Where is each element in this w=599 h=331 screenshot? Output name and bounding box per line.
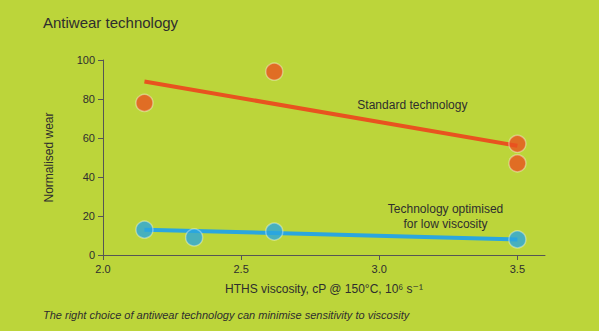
svg-text:3.5: 3.5 [510, 263, 525, 275]
svg-text:Standard technology: Standard technology [357, 98, 467, 112]
svg-text:Antiwear technology: Antiwear technology [43, 14, 179, 31]
svg-text:0: 0 [89, 249, 95, 261]
svg-text:80: 80 [83, 93, 95, 105]
svg-text:40: 40 [83, 171, 95, 183]
svg-text:100: 100 [77, 54, 95, 66]
svg-text:Technology optimised: Technology optimised [388, 202, 503, 216]
svg-text:for low viscosity: for low viscosity [404, 217, 488, 231]
svg-text:3.0: 3.0 [372, 263, 387, 275]
svg-text:Normalised wear: Normalised wear [42, 112, 56, 202]
svg-text:2.5: 2.5 [233, 263, 248, 275]
svg-text:HTHS viscosity, cP @ 150°C, 10: HTHS viscosity, cP @ 150°C, 10⁶ s⁻¹ [225, 282, 423, 296]
svg-text:The right choice of antiwear t: The right choice of antiwear technology … [43, 309, 411, 321]
svg-text:60: 60 [83, 132, 95, 144]
svg-text:20: 20 [83, 210, 95, 222]
svg-text:2.0: 2.0 [95, 263, 110, 275]
